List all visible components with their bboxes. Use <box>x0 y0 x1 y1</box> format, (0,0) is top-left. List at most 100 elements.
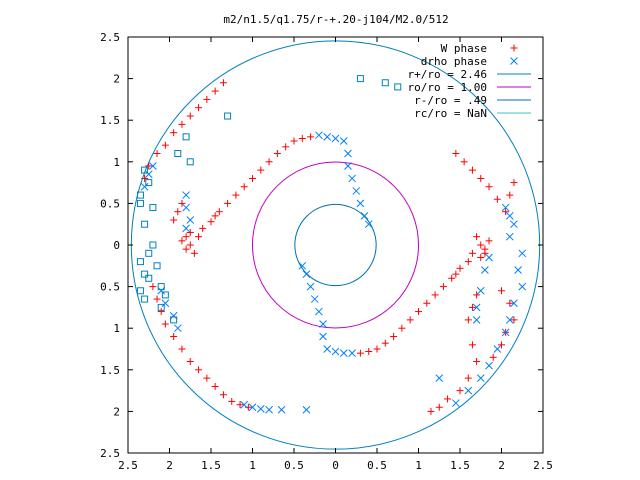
point-w-phase <box>265 158 273 166</box>
point-scatter-boxes <box>182 133 190 141</box>
point-drho-phase <box>344 162 352 170</box>
y-tick-label: 2.5 <box>100 31 120 44</box>
x-tick-label: 2.5 <box>118 459 138 472</box>
point-w-phase <box>178 120 186 128</box>
point-w-phase <box>373 345 381 353</box>
x-tick-label: 1.5 <box>201 459 221 472</box>
point-w-phase <box>473 357 481 365</box>
point-w-phase <box>186 357 194 365</box>
point-drho-phase <box>435 374 444 382</box>
point-w-phase <box>468 303 476 311</box>
point-w-phase <box>161 141 169 149</box>
point-w-phase <box>456 387 464 395</box>
point-drho-phase <box>186 216 195 224</box>
legend-sample-drho-phase <box>510 57 518 65</box>
point-w-phase <box>498 341 505 349</box>
point-drho-phase <box>364 220 373 229</box>
point-w-phase <box>153 295 161 303</box>
point-scatter-boxes <box>141 166 149 174</box>
point-w-phase <box>195 366 203 374</box>
point-drho-phase <box>240 400 249 409</box>
point-scatter-boxes <box>224 112 232 120</box>
point-w-phase <box>240 183 248 191</box>
point-drho-phase <box>505 212 514 220</box>
point-drho-phase <box>476 286 485 295</box>
point-w-phase <box>178 199 186 207</box>
point-w-phase <box>141 174 149 182</box>
point-w-phase <box>423 299 431 307</box>
point-drho-phase <box>493 345 502 353</box>
point-drho-phase <box>298 261 307 270</box>
point-w-phase <box>485 183 493 191</box>
point-drho-phase <box>182 191 190 199</box>
point-w-phase <box>219 79 227 87</box>
point-w-phase <box>273 149 281 157</box>
point-drho-phase <box>149 162 157 170</box>
x-tick-label: 2 <box>166 459 173 472</box>
y-tick-label: 1.5 <box>100 364 120 377</box>
point-w-phase <box>178 237 186 245</box>
y-tick-label: 1.5 <box>100 114 120 127</box>
point-drho-phase <box>157 286 166 295</box>
point-drho-phase <box>277 405 286 414</box>
point-w-phase <box>464 316 472 324</box>
point-drho-phase <box>451 399 460 407</box>
point-w-phase <box>195 233 203 241</box>
point-w-phase <box>298 135 306 143</box>
point-w-phase <box>153 149 161 157</box>
point-w-phase <box>464 374 472 382</box>
y-tick-label: 0 <box>113 239 120 252</box>
point-w-phase <box>149 283 157 291</box>
point-w-phase <box>203 374 211 382</box>
point-drho-phase <box>182 224 190 233</box>
point-w-phase <box>170 333 178 341</box>
point-drho-phase <box>173 324 182 333</box>
point-w-phase <box>473 233 481 241</box>
point-w-phase <box>170 216 178 224</box>
point-drho-phase <box>323 132 332 141</box>
point-w-phase <box>236 401 244 409</box>
x-tick-label: 1 <box>249 459 256 472</box>
point-scatter-boxes <box>136 191 144 199</box>
point-scatter-boxes <box>141 270 149 278</box>
point-w-phase <box>444 395 452 403</box>
point-w-phase <box>498 287 505 295</box>
point-w-phase <box>448 274 456 282</box>
point-w-phase <box>431 291 439 299</box>
point-drho-phase <box>514 266 522 274</box>
point-drho-phase <box>140 182 149 191</box>
point-scatter-boxes <box>157 303 165 311</box>
point-w-phase <box>211 87 219 95</box>
point-scatter-boxes <box>153 262 161 270</box>
point-w-phase <box>477 241 485 249</box>
point-w-phase <box>174 208 182 216</box>
point-w-phase <box>249 174 256 182</box>
point-w-phase <box>506 299 514 307</box>
point-scatter-boxes <box>174 149 182 157</box>
point-w-phase <box>203 95 211 103</box>
point-w-phase <box>307 133 315 141</box>
point-drho-phase <box>518 282 527 291</box>
point-scatter-boxes <box>141 295 149 303</box>
circle-ro-ro-1-00 <box>252 161 419 329</box>
point-w-phase <box>468 341 476 349</box>
point-drho-phase <box>331 134 340 143</box>
point-w-phase <box>456 264 464 272</box>
point-scatter-boxes <box>136 199 144 207</box>
point-w-phase <box>427 407 435 415</box>
x-tick-label: 2.5 <box>533 459 553 472</box>
point-w-phase <box>199 224 207 232</box>
point-w-phase <box>219 391 227 399</box>
point-scatter-boxes <box>149 204 157 212</box>
point-w-phase <box>415 308 422 316</box>
legend-label-r-ro-49: r-/ro = .49 <box>414 94 487 107</box>
point-w-phase <box>502 208 510 216</box>
point-w-phase <box>186 112 194 120</box>
point-w-phase <box>178 345 186 353</box>
point-drho-phase <box>472 316 481 324</box>
point-drho-phase <box>518 249 527 258</box>
axis-ticks: 2.5 2 1.5 1 0.5 0 0.5 1 1.5 2 2.52.521.510.500.511… <box>100 31 553 472</box>
point-w-phase <box>282 143 290 151</box>
point-w-phase <box>460 158 468 166</box>
y-tick-label: 1 <box>113 322 120 335</box>
